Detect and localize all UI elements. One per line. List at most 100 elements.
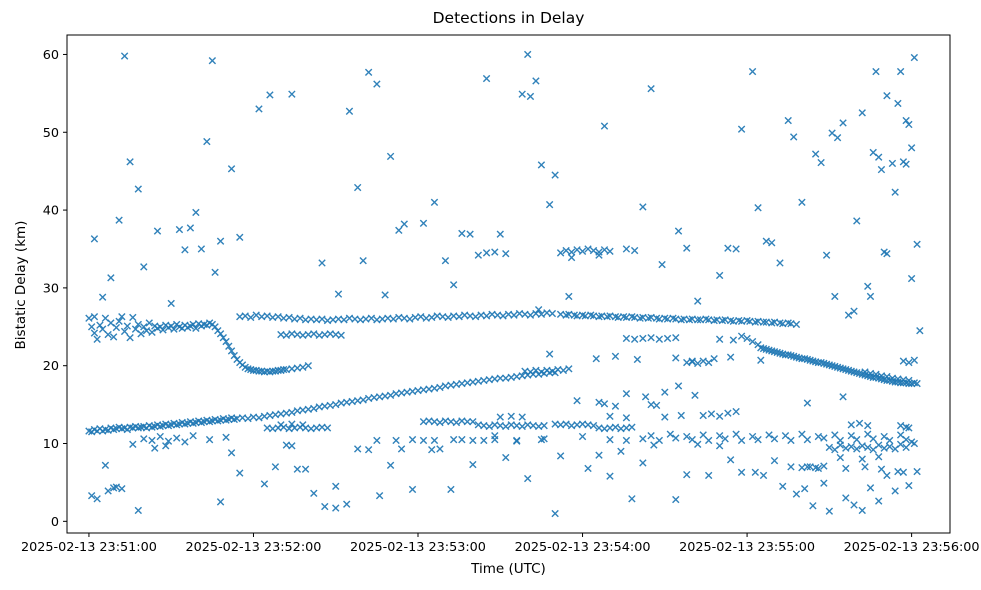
scatter-marker — [197, 245, 206, 253]
scatter-marker — [219, 333, 228, 342]
y-tick-label: 50 — [43, 126, 59, 141]
scatter-marker — [167, 299, 175, 308]
scatter-marker — [617, 447, 625, 455]
scatter-marker — [768, 239, 776, 247]
scatter-marker — [208, 56, 217, 65]
scatter-marker — [658, 260, 666, 269]
scatter-marker — [301, 465, 310, 473]
scatter-marker — [647, 432, 655, 440]
scatter-marker — [754, 340, 762, 349]
scatter-marker — [672, 434, 680, 442]
scatter-marker — [864, 282, 872, 291]
scatter-marker — [373, 80, 381, 88]
scatter-marker — [732, 407, 740, 416]
scatter-marker — [721, 435, 729, 443]
scatter-marker — [872, 67, 880, 76]
scatter-marker — [715, 432, 724, 440]
scatter-marker — [430, 436, 439, 445]
scatter-marker — [334, 290, 343, 298]
y-tick-label: 20 — [43, 359, 59, 374]
scatter-marker — [751, 468, 759, 477]
scatter-marker — [715, 271, 724, 280]
scatter-marker — [455, 312, 463, 321]
scatter-marker — [661, 413, 669, 421]
scatter-marker — [332, 482, 340, 491]
scatter-marker — [875, 153, 883, 161]
scatter-marker — [513, 437, 521, 445]
scatter-marker — [891, 188, 899, 196]
scatter-marker — [902, 116, 910, 125]
scatter-marker — [757, 356, 765, 364]
scatter-marker — [754, 435, 762, 444]
scatter-marker — [282, 331, 291, 340]
scatter-marker — [524, 50, 532, 59]
scatter-marker — [844, 311, 853, 319]
scatter-marker — [784, 116, 792, 125]
scatter-marker — [850, 307, 858, 315]
scatter-marker — [814, 464, 823, 473]
scatter-marker — [203, 137, 211, 146]
scatter-marker — [112, 483, 121, 491]
y-tick-label: 40 — [43, 204, 59, 219]
scatter-marker — [822, 251, 831, 259]
scatter-marker — [526, 311, 535, 319]
scatter-marker — [151, 444, 159, 452]
scatter-marker — [323, 424, 332, 432]
scatter-marker — [507, 412, 515, 420]
scatter-marker — [175, 225, 184, 234]
scatter-marker — [469, 460, 477, 469]
scatter-marker — [628, 423, 636, 431]
scatter-marker — [211, 323, 219, 331]
scatter-marker — [699, 357, 707, 365]
scatter-marker — [883, 471, 891, 480]
scatter-marker — [910, 53, 919, 62]
scatter-marker — [145, 319, 153, 327]
scatter-marker — [227, 165, 236, 173]
scatter-marker — [595, 251, 603, 259]
scatter-marker — [397, 445, 406, 453]
scatter-marker — [825, 507, 834, 515]
scatter-marker — [526, 368, 535, 376]
scatter-marker — [318, 259, 326, 267]
scatter-marker — [474, 251, 483, 259]
scatter-marker — [737, 468, 746, 477]
scatter-marker — [480, 436, 488, 445]
scatter-marker — [532, 366, 540, 375]
scatter-marker — [332, 504, 340, 512]
scatter-marker — [847, 421, 855, 429]
scatter-marker — [159, 326, 167, 334]
scatter-marker — [661, 388, 669, 396]
scatter-marker — [683, 432, 691, 441]
scatter-marker — [181, 246, 189, 254]
scatter-marker — [825, 443, 834, 452]
scatter-marker — [792, 490, 801, 498]
scatter-marker — [230, 351, 238, 360]
scatter-marker — [279, 365, 288, 374]
scatter-marker — [910, 439, 919, 448]
scatter-marker — [584, 245, 592, 253]
scatter-marker — [104, 330, 112, 339]
scatter-marker — [726, 456, 735, 464]
scatter-marker — [792, 320, 801, 329]
scatter-marker — [907, 274, 916, 283]
scatter-marker — [622, 390, 631, 398]
scatter-marker — [694, 359, 702, 368]
scatter-marker — [162, 442, 170, 450]
scatter-marker — [247, 313, 255, 322]
scatter-marker — [858, 506, 866, 515]
scatter-marker — [90, 312, 99, 321]
x-tick-label: 2025-02-13 23:51:00 — [21, 540, 157, 555]
scatter-marker — [913, 467, 921, 476]
scatter-marker — [559, 366, 568, 375]
scatter-marker — [663, 334, 672, 343]
scatter-marker — [759, 318, 768, 326]
scatter-marker — [715, 412, 724, 420]
scatter-marker — [776, 259, 784, 267]
scatter-marker — [518, 413, 526, 421]
scatter-marker — [353, 183, 362, 192]
scatter-marker — [595, 248, 603, 256]
scatter-marker — [573, 246, 581, 254]
scatter-marker — [850, 501, 858, 509]
scatter-marker — [510, 311, 518, 319]
